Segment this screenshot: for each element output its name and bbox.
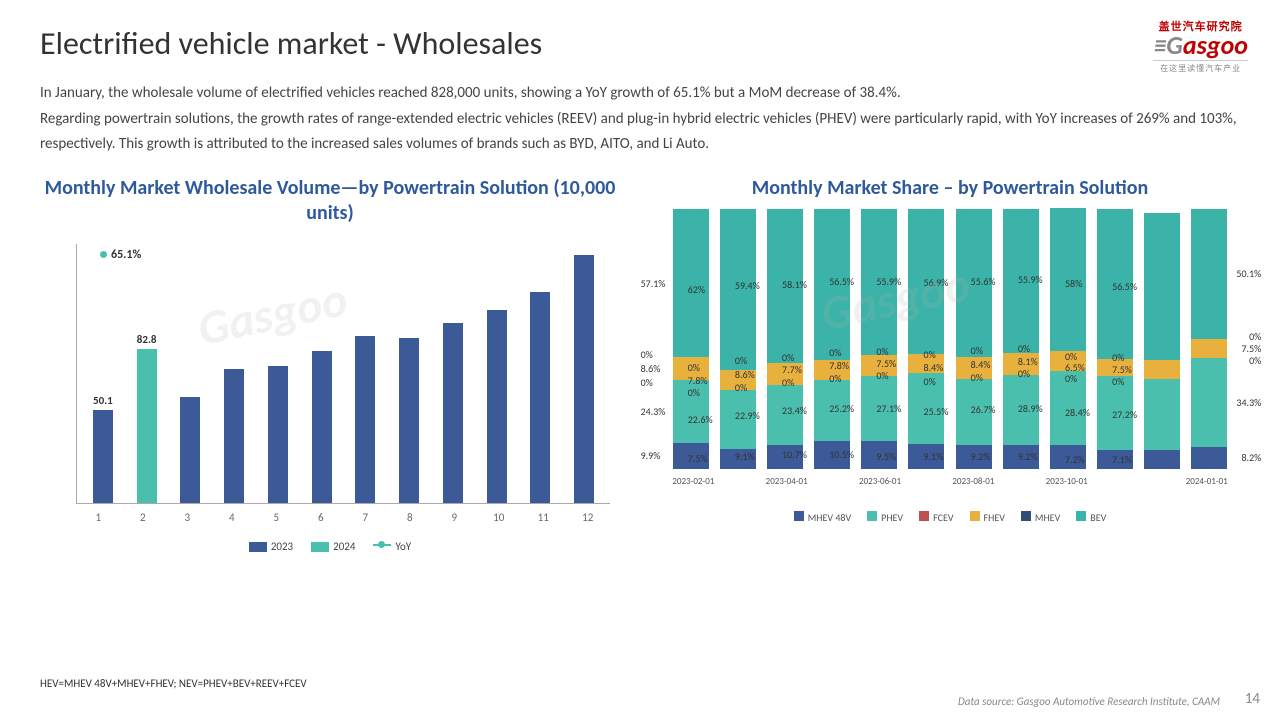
chart2-title: Monthly Market Share – by Powertrain Sol…: [660, 176, 1240, 201]
page-title: Electrified vehicle market - Wholesales: [40, 24, 1240, 63]
chart2-legend: MHEV 48VPHEVFCEVFHEVMHEVBEV: [660, 511, 1240, 524]
page-number: 14: [1245, 690, 1260, 708]
chart2-plot: 9.9%24.3%8.6%0%0%57.1%7.5%22.6%7.8%0%0%6…: [670, 209, 1230, 469]
brand-logo: 盖世汽车研究院 ≡Gasgoo 在这里读懂汽车产业: [1153, 18, 1248, 74]
chart1-plot: 50.182.8 Gasgoo: [76, 244, 610, 504]
chart-wholesale-volume: Monthly Market Wholesale Volume—by Power…: [40, 176, 620, 553]
chart1-legend: 20232024YoY: [40, 540, 620, 553]
data-source: Data source: Gasgoo Automotive Research …: [958, 695, 1220, 708]
chart1-title: Monthly Market Wholesale Volume—by Power…: [40, 176, 620, 226]
logo-tagline: 在这里读懂汽车产业: [1153, 60, 1248, 74]
body-paragraph: In January, the wholesale volume of elec…: [40, 81, 1240, 158]
chart-market-share: Monthly Market Share – by Powertrain Sol…: [660, 176, 1240, 553]
logo-wordmark: ≡Gasgoo: [1153, 34, 1248, 57]
footnote: HEV=MHEV 48V+MHEV+FHEV; NEV=PHEV+BEV+REE…: [40, 677, 307, 690]
